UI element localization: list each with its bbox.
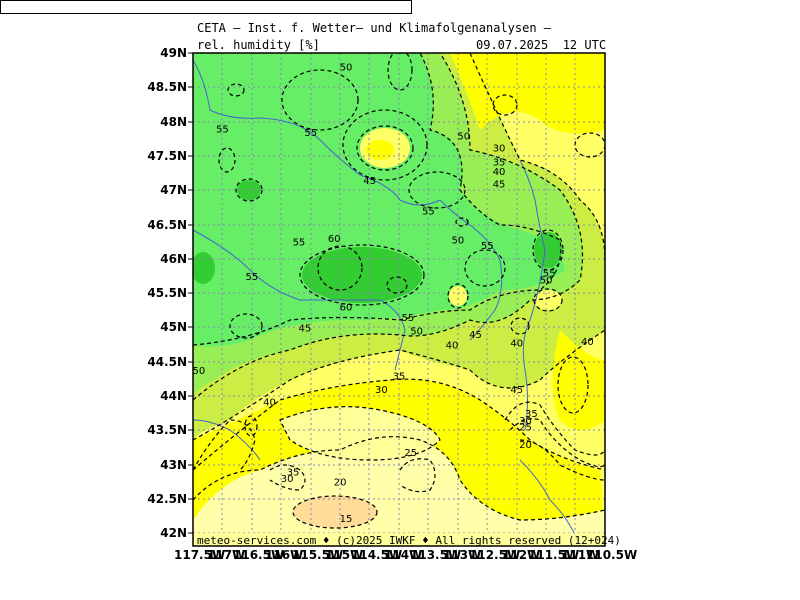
- lon-label: 117.5W: [174, 548, 226, 562]
- contour-label: 25: [519, 423, 532, 434]
- contour-label: 40: [446, 340, 459, 351]
- contour-label: 40: [581, 337, 594, 348]
- contour-label: 45: [298, 323, 311, 334]
- contour-label: 20: [519, 440, 532, 451]
- contour-label: 35: [393, 371, 406, 382]
- field-pale-south: [193, 436, 605, 546]
- contour-label: 45: [469, 330, 482, 341]
- lon-label: 115W: [325, 548, 364, 562]
- lat-label: 45N: [160, 320, 187, 334]
- lon-label: 113.5W: [410, 548, 462, 562]
- contour-label: 30: [493, 144, 506, 155]
- contour-label: 50: [193, 366, 206, 377]
- contour-label: 55: [481, 241, 494, 252]
- map-frame: [192, 52, 606, 547]
- lon-label: 111.5W: [528, 548, 580, 562]
- contour-label: 40: [263, 397, 276, 408]
- lat-label: 43.5N: [147, 423, 187, 437]
- contour-label: 55: [293, 238, 306, 249]
- field-darkgreen-3: [193, 252, 215, 284]
- contour-label: 20: [334, 478, 347, 489]
- contour-label: 40: [510, 338, 523, 349]
- lat-label: 47.5N: [147, 149, 187, 163]
- parameter-box: [0, 0, 412, 14]
- contour-label: 50: [410, 327, 423, 338]
- lat-label: 42N: [160, 526, 187, 540]
- axis-ticks: [188, 52, 193, 534]
- lon-label: 116W: [265, 548, 304, 562]
- lat-label: 46.5N: [147, 218, 187, 232]
- copyright-footer: meteo-services.com ♦ (c)2025 IWKF ♦ All …: [197, 534, 621, 547]
- lon-label: 117W: [207, 548, 246, 562]
- lon-label: 111W: [561, 548, 600, 562]
- lat-label: 49N: [160, 46, 187, 60]
- field-yellow-pocket-4: [534, 290, 562, 310]
- contour-label: 45: [493, 179, 506, 190]
- valid-time: 09.07.2025 12 UTC: [476, 38, 607, 52]
- field-darkgreen-1: [302, 247, 422, 303]
- contour-label: 60: [328, 234, 341, 245]
- field-darkgreen-2: [534, 232, 562, 268]
- lon-label: 115.5W: [292, 548, 344, 562]
- lon-label: 112W: [502, 548, 541, 562]
- contour-label: 45: [510, 385, 523, 396]
- map-title: CETA — Inst. f. Wetter— und Klimafolgena…: [197, 21, 552, 35]
- contour-label: 30: [281, 474, 294, 485]
- contour-label: 45: [363, 176, 376, 187]
- contour-label: 50: [540, 275, 553, 286]
- contour-label: 50: [457, 131, 470, 142]
- field-yellow-ne: [450, 53, 605, 134]
- contour-label: 25: [404, 448, 417, 459]
- contour-label: 30: [375, 385, 388, 396]
- lat-label: 44.5N: [147, 355, 187, 369]
- lon-label: 112.5W: [469, 548, 521, 562]
- lon-label: 114.5W: [351, 548, 403, 562]
- lat-label: 46N: [160, 252, 187, 266]
- contour-label: 55: [422, 207, 435, 218]
- field-yellow-pocket-2: [366, 140, 394, 160]
- contour-label: 50: [451, 236, 464, 247]
- contour-label: 40: [493, 167, 506, 178]
- field-green: [193, 53, 565, 347]
- contour-label: 60: [340, 303, 353, 314]
- lat-label: 43N: [160, 458, 187, 472]
- contour-label: 35: [493, 157, 506, 168]
- contour-label: 55: [245, 272, 258, 283]
- lat-label: 42.5N: [147, 492, 187, 506]
- field-pale-mid: [280, 406, 440, 460]
- field-peach: [293, 496, 377, 528]
- contour-label: 35: [525, 409, 538, 420]
- contour-label: 55: [543, 268, 556, 279]
- contour-label: 55: [401, 313, 414, 324]
- contour-label: 55: [304, 128, 317, 139]
- contour-label: 55: [216, 124, 229, 135]
- contours: [193, 53, 605, 529]
- lat-label: 45.5N: [147, 286, 187, 300]
- field-yellow-east: [552, 330, 605, 430]
- contour-label: 50: [340, 63, 353, 74]
- rivers: [193, 59, 581, 546]
- lon-label: 116.5W: [233, 548, 285, 562]
- contour-label: 30: [519, 416, 532, 427]
- lat-label: 48.5N: [147, 80, 187, 94]
- footer-strip: [194, 533, 604, 545]
- lon-label: 114W: [384, 548, 423, 562]
- lon-label: 110.5W: [586, 548, 638, 562]
- lat-label: 48N: [160, 115, 187, 129]
- field-yellow-pocket-3: [449, 286, 467, 306]
- contour-label: 35: [287, 467, 300, 478]
- lat-label: 47N: [160, 183, 187, 197]
- parameter-label: rel. humidity [%]: [197, 38, 320, 52]
- lat-label: 44N: [160, 389, 187, 403]
- contour-label: 15: [340, 514, 353, 525]
- lon-label: 113W: [443, 548, 482, 562]
